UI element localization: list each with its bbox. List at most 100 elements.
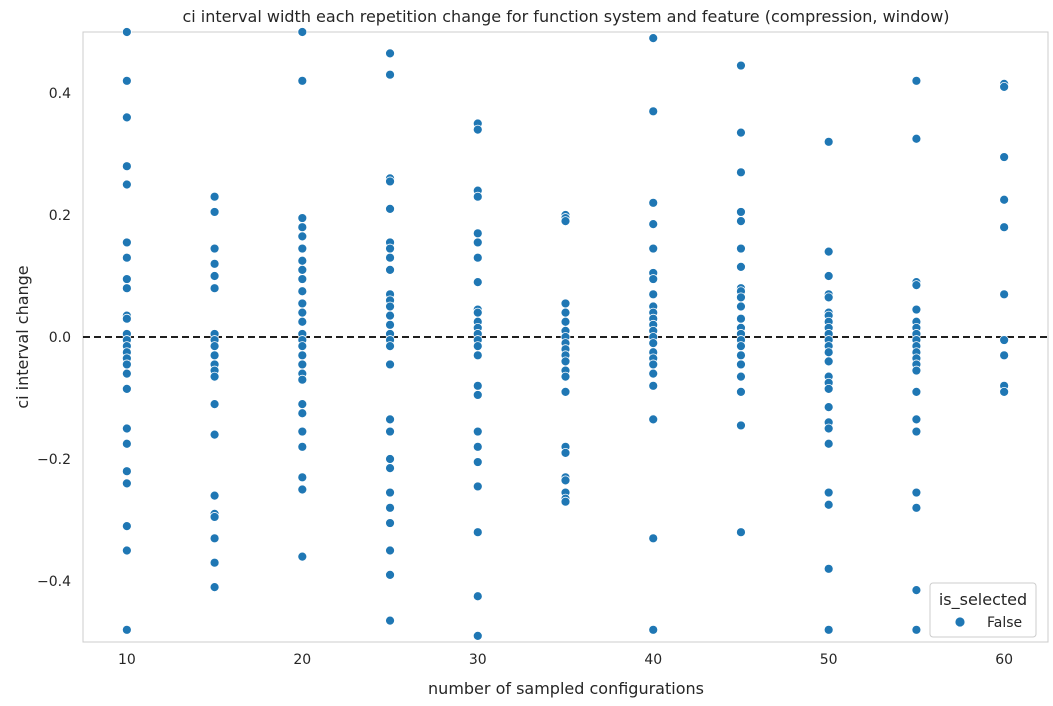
data-point	[385, 310, 395, 321]
data-point	[911, 75, 922, 86]
data-point	[209, 191, 220, 202]
data-point	[209, 512, 220, 522]
data-point	[385, 48, 395, 59]
data-point	[648, 106, 659, 117]
data-point	[736, 60, 746, 71]
data-point	[911, 624, 922, 635]
data-point	[911, 304, 922, 315]
data-point	[823, 292, 834, 303]
data-point	[385, 615, 395, 626]
data-point	[472, 481, 483, 492]
data-point	[736, 350, 746, 361]
data-point	[297, 255, 308, 266]
data-point	[297, 286, 308, 297]
data-point	[297, 359, 308, 370]
data-point	[297, 75, 308, 86]
data-point	[823, 347, 834, 358]
data-point	[560, 307, 571, 318]
data-point	[297, 27, 308, 37]
data-point	[297, 441, 308, 452]
x-tick-label: 60	[995, 652, 1013, 668]
data-point	[911, 487, 922, 498]
data-point	[736, 527, 746, 538]
y-tick-label: −0.4	[37, 574, 71, 590]
data-point	[385, 69, 395, 80]
data-point	[297, 222, 308, 233]
data-point	[648, 533, 659, 544]
data-point	[472, 124, 483, 135]
data-point	[999, 386, 1010, 397]
data-point	[297, 484, 308, 495]
data-point	[297, 231, 308, 242]
data-point	[648, 289, 659, 300]
x-axis-label: number of sampled configurations	[428, 679, 704, 698]
data-point	[385, 414, 395, 425]
data-point	[736, 243, 746, 254]
data-point	[736, 301, 746, 312]
data-point	[999, 289, 1010, 300]
data-point	[297, 213, 308, 223]
data-point	[209, 258, 220, 269]
data-point	[209, 243, 220, 254]
data-point	[560, 475, 571, 486]
data-point	[297, 316, 308, 327]
data-point	[297, 399, 308, 410]
data-point	[472, 457, 483, 467]
data-point	[385, 359, 395, 370]
data-point	[121, 75, 132, 86]
data-point	[472, 277, 483, 288]
data-point	[472, 380, 483, 391]
data-point	[121, 313, 132, 324]
data-point	[297, 243, 308, 254]
data-point	[472, 527, 483, 538]
data-point	[385, 545, 395, 556]
data-point	[121, 466, 132, 477]
data-point	[209, 557, 220, 568]
data-point	[736, 386, 746, 397]
data-point	[472, 191, 483, 202]
data-point	[209, 271, 220, 281]
legend-title: is_selected	[939, 590, 1027, 610]
data-point	[472, 441, 483, 452]
data-point	[385, 570, 395, 580]
data-point	[560, 386, 571, 397]
data-point	[472, 307, 483, 318]
data-point	[209, 582, 220, 592]
data-point	[736, 341, 746, 352]
data-point	[911, 502, 922, 513]
data-point	[121, 359, 132, 370]
data-point	[736, 261, 746, 272]
data-point	[297, 374, 308, 385]
data-point	[297, 298, 308, 309]
chart-title: ci interval width each repetition change…	[182, 7, 949, 26]
data-point	[472, 237, 483, 248]
data-point	[999, 82, 1010, 92]
data-point	[736, 167, 746, 178]
data-point	[823, 136, 834, 147]
data-point	[999, 222, 1010, 233]
data-point	[736, 216, 746, 227]
data-point	[472, 591, 483, 602]
legend-entry-false: False	[987, 615, 1022, 631]
data-point	[209, 490, 220, 501]
data-point	[648, 368, 659, 379]
data-point	[297, 426, 308, 437]
data-point	[648, 338, 659, 349]
data-point	[648, 219, 659, 230]
data-point	[209, 341, 220, 352]
data-point	[385, 243, 395, 254]
y-tick-label: 0.4	[49, 86, 71, 102]
legend-marker	[954, 616, 966, 628]
data-point	[385, 264, 395, 275]
data-point	[560, 447, 571, 458]
data-point	[297, 551, 308, 562]
data-point	[999, 194, 1010, 205]
data-point	[736, 371, 746, 382]
data-point	[121, 179, 132, 190]
data-point	[911, 133, 922, 144]
data-point	[911, 280, 922, 291]
data-point	[736, 292, 746, 303]
data-point	[121, 27, 132, 37]
data-point	[472, 341, 483, 352]
